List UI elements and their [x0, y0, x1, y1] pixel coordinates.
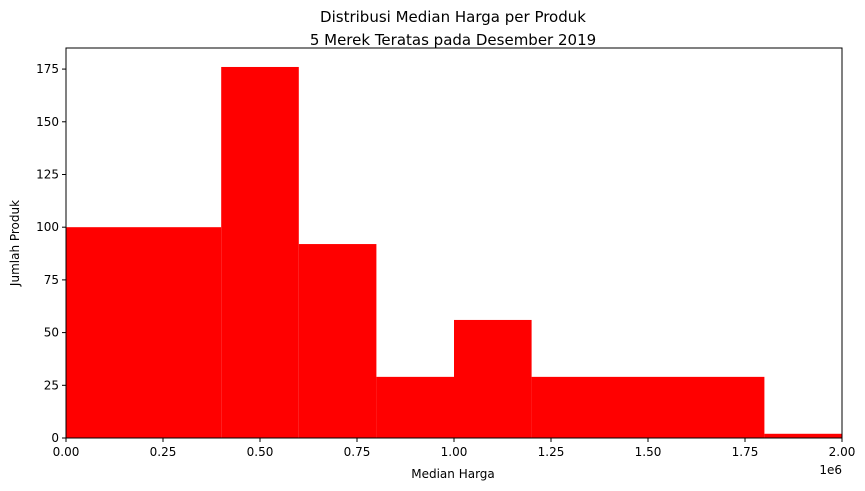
y-axis-label: Jumlah Produk	[8, 200, 22, 287]
histogram-bar-1	[221, 66, 299, 439]
y-tick-label: 25	[44, 378, 59, 392]
histogram-bar-4	[454, 319, 532, 438]
plot-frame	[65, 47, 843, 439]
x-tick-label: 0.25	[150, 445, 177, 459]
histogram-bar-2	[298, 244, 377, 438]
y-axis-ticks: 0 25 50 75 100 125 150 175	[36, 62, 66, 445]
y-tick-label: 50	[44, 326, 59, 340]
x-tick-label: 0.50	[247, 445, 274, 459]
x-tick-label: 1.25	[538, 445, 565, 459]
x-tick-label: 0.75	[344, 445, 371, 459]
histogram-bar-0	[66, 227, 222, 438]
histogram-bar-6	[764, 433, 842, 438]
bars-group	[66, 66, 842, 439]
histogram-bar-3	[376, 376, 454, 438]
y-tick-label: 125	[36, 167, 59, 181]
chart-subtitle: 5 Merek Teratas pada Desember 2019	[310, 31, 596, 49]
x-tick-label: 1.00	[441, 445, 468, 459]
x-axis-offset-label: 1e6	[819, 463, 842, 477]
y-tick-label: 150	[36, 115, 59, 129]
histogram-bar-5	[531, 376, 765, 438]
y-tick-label: 100	[36, 220, 59, 234]
y-tick-label: 75	[44, 273, 59, 287]
y-tick-label: 0	[51, 431, 59, 445]
chart-title: Distribusi Median Harga per Produk	[320, 8, 586, 26]
x-tick-label: 1.75	[732, 445, 759, 459]
x-tick-label: 1.50	[635, 445, 662, 459]
x-axis-ticks: 0.00 0.25 0.50 0.75 1.00 1.25 1.50 1.75 2.00	[53, 438, 856, 459]
x-axis-label: Median Harga	[411, 467, 495, 481]
x-tick-label: 2.00	[829, 445, 856, 459]
x-tick-label: 0.00	[53, 445, 80, 459]
y-tick-label: 175	[36, 62, 59, 76]
